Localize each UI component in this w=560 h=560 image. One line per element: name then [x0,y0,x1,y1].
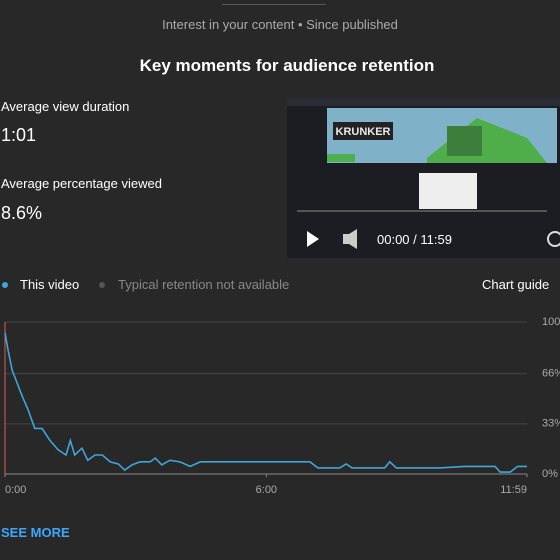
legend-dot [99,282,105,288]
y-tick-label: 100% [542,316,560,328]
chart-guide[interactable]: Chart guide [482,277,550,292]
y-tick-label: 66% [542,368,560,380]
legend-dot [2,282,8,288]
retention-line [4,332,527,473]
legend-label[interactable]: This video [20,277,80,292]
divider [222,4,326,5]
legend-label: Typical retention not available [118,277,290,292]
svg-text:KRUNKER: KRUNKER [336,126,391,138]
video-time: 00:00 / 11:59 [377,232,452,247]
chart: 0% 33% 66% 100% 0:00 6:00 11:59 [4,316,560,496]
video-thumbnail: KRUNKER [287,98,560,249]
x-tick-label: 6:00 [256,484,277,496]
y-tick-label: 33% [542,418,560,430]
stat-value: 8.6% [1,203,43,223]
video-player[interactable]: KRUNKER 00:00 / 11:59 [287,98,560,258]
x-tick-label: 0:00 [5,484,26,496]
stat-label: Average view duration [1,99,130,114]
stat-label: Average percentage viewed [1,176,162,191]
stat-value: 1:01 [1,125,37,145]
see-more[interactable]: SEE MORE [1,525,70,540]
title: Key moments for audience retention [139,56,435,75]
x-tick-label: 11:59 [500,484,527,496]
y-tick-label: 0% [542,468,558,480]
subtitle: Interest in your content • Since publish… [162,17,398,32]
